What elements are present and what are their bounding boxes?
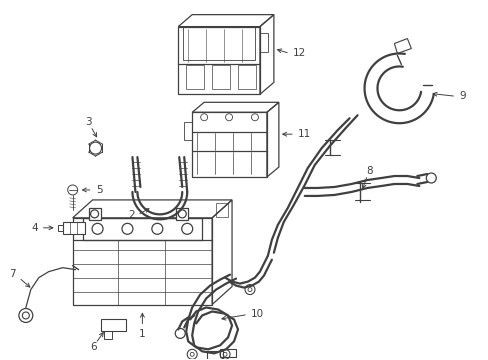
Bar (184, 122, 192, 140)
Text: 7: 7 (10, 269, 16, 279)
Text: 4: 4 (31, 223, 38, 233)
Bar (183, 27, 254, 60)
Bar (220, 349, 236, 357)
Text: 6: 6 (90, 342, 97, 352)
Bar (62, 222, 84, 234)
Bar (216, 203, 227, 217)
Text: 5: 5 (96, 185, 103, 195)
Bar (192, 112, 266, 177)
Text: 1: 1 (139, 329, 145, 339)
Bar (82, 218, 202, 240)
Text: 2: 2 (127, 210, 134, 220)
Bar (178, 27, 260, 94)
Bar (176, 208, 188, 220)
Bar (260, 32, 267, 53)
Bar (186, 65, 203, 89)
Text: 11: 11 (297, 129, 310, 139)
Bar (212, 65, 229, 89)
Bar (238, 65, 255, 89)
Text: 12: 12 (292, 49, 305, 58)
Bar (88, 208, 101, 220)
Bar (73, 218, 212, 305)
Bar (58, 225, 62, 231)
Bar (103, 332, 111, 339)
Text: 3: 3 (85, 117, 92, 127)
Bar (207, 351, 223, 359)
Text: 10: 10 (250, 310, 264, 319)
Text: 8: 8 (366, 166, 372, 176)
Text: 9: 9 (458, 91, 465, 101)
Bar (101, 319, 126, 332)
